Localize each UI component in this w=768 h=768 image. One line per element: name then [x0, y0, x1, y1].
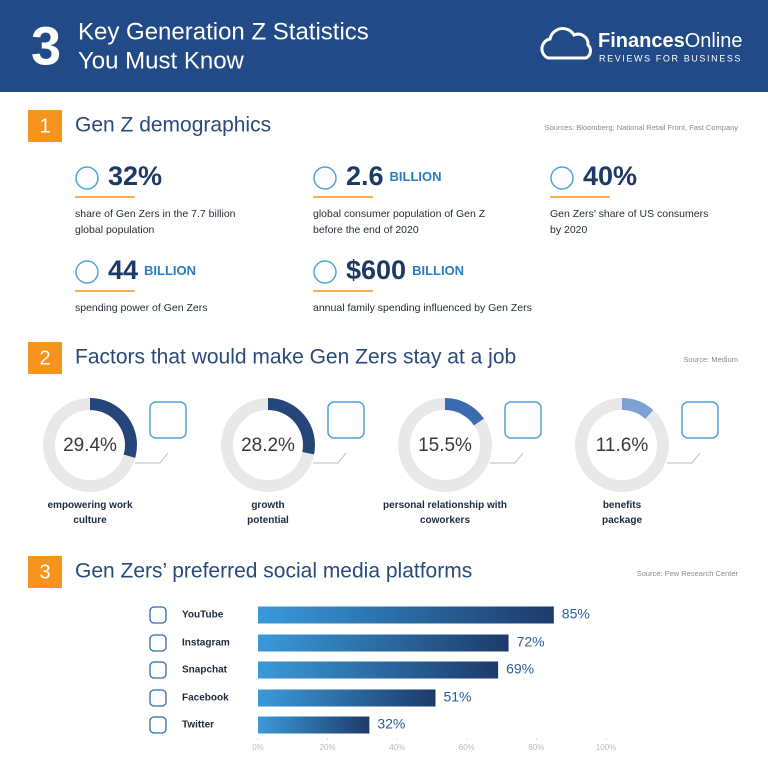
logo-icon — [540, 27, 592, 60]
section-number: 1 — [39, 115, 50, 137]
stat-description: global population — [75, 224, 155, 236]
x-tick-label: 20% — [320, 743, 336, 752]
header-title: Key Generation Z Statistics — [78, 18, 369, 45]
donut-label: 15.5% — [418, 435, 472, 456]
donut-label: 28.2% — [241, 435, 295, 456]
stat-description: Gen Zers’ share of US consumers — [550, 208, 708, 220]
stat-unit: BILLION — [144, 263, 196, 278]
donut-label: 29.4% — [63, 435, 117, 456]
stat-unit: BILLION — [390, 169, 442, 184]
donut-arc — [621, 398, 654, 420]
stat-unit: BILLION — [412, 263, 464, 278]
platform-label: Twitter — [182, 720, 214, 731]
stat-figure: 44 BILLION — [108, 255, 196, 285]
platform-icon — [149, 689, 167, 707]
factor-icon — [327, 401, 365, 439]
x-tick-label: 0% — [252, 743, 264, 752]
bar-value-label: 72% — [517, 634, 545, 650]
header-number: 3 — [31, 16, 61, 76]
stat-number: 32% — [108, 161, 162, 191]
stat-icon — [313, 260, 337, 284]
stat-figure: 2.6 BILLION — [346, 161, 442, 191]
section-title: Gen Z demographics — [75, 114, 271, 137]
header-band — [0, 0, 768, 92]
factor-icon — [681, 401, 719, 439]
platform-icon — [149, 634, 167, 652]
tagline: REVIEWS FOR BUSINESS — [599, 53, 742, 63]
section-number: 3 — [39, 561, 50, 583]
stat-figure: $600 BILLION — [346, 255, 464, 285]
stat-icon — [313, 166, 337, 190]
section-badge — [28, 110, 62, 142]
stat-icon — [75, 166, 99, 190]
x-tick-label: 80% — [528, 743, 544, 752]
stat-number: $600 — [346, 255, 406, 285]
factor-label: empowering work culture — [47, 500, 133, 526]
donut-arc — [267, 398, 315, 455]
stat-icon — [75, 260, 99, 284]
section-badge — [28, 342, 62, 374]
section-source: Source: Medium — [683, 355, 738, 364]
stat-description: global consumer population of Gen Z — [313, 208, 486, 220]
section-title: Factors that would make Gen Zers stay at… — [75, 346, 516, 369]
donut-label: 11.6% — [596, 435, 649, 456]
x-tick-label: 40% — [389, 743, 405, 752]
connector — [490, 452, 524, 464]
platform-label: Snapchat — [182, 665, 228, 676]
x-tick-label: 100% — [596, 743, 616, 752]
bar-value-label: 51% — [443, 689, 471, 705]
section-badge — [28, 556, 62, 588]
stat-description: by 2020 — [550, 224, 588, 236]
stat-number: 44 — [108, 255, 138, 285]
x-tick-label: 60% — [459, 743, 475, 752]
section-title: Gen Zers’ preferred social media platfor… — [75, 560, 472, 583]
donut-arc — [89, 398, 137, 458]
platform-icon — [149, 716, 167, 734]
bar — [258, 634, 509, 652]
brand-light: Online — [685, 30, 743, 52]
section-number: 2 — [39, 347, 50, 369]
platform-label: Instagram — [182, 638, 230, 649]
stat-description: share of Gen Zers in the 7.7 billion — [75, 208, 236, 220]
stat-description: before the end of 2020 — [313, 224, 419, 236]
stat-figure: 40% — [583, 161, 637, 191]
brand: FinancesOnline — [598, 30, 743, 52]
bar-value-label: 32% — [377, 716, 405, 732]
bar-value-label: 69% — [506, 661, 534, 677]
platform-icon — [149, 606, 167, 624]
bar — [258, 661, 499, 679]
bar — [258, 606, 554, 624]
header-title: You Must Know — [78, 47, 245, 74]
platform-label: YouTube — [182, 610, 224, 621]
bar-value-label: 85% — [562, 606, 590, 622]
connector — [667, 452, 701, 464]
section-source: Source: Pew Research Center — [637, 569, 739, 578]
factor-icon — [504, 401, 542, 439]
bar — [258, 689, 436, 707]
stat-icon — [550, 166, 574, 190]
factor-icon — [149, 401, 187, 439]
stat-number: 40% — [583, 161, 637, 191]
stat-description: spending power of Gen Zers — [75, 302, 208, 314]
factor-label: benefits package — [601, 500, 643, 526]
brand-bold: Finances — [598, 30, 685, 52]
platform-label: Facebook — [182, 693, 229, 704]
stat-description: annual family spending influenced by Gen… — [313, 302, 532, 314]
donut-arc — [444, 398, 484, 426]
platform-icon — [149, 661, 167, 679]
section-source: Sources: Bloomberg, National Retail Fron… — [545, 123, 739, 132]
stat-number: 2.6 — [346, 161, 384, 191]
stat-figure: 32% — [108, 161, 162, 191]
factor-label: personal relationship with coworkers — [383, 500, 507, 526]
bar — [258, 716, 370, 734]
connector — [135, 452, 169, 464]
factor-label: growth potential — [247, 500, 289, 526]
connector — [313, 452, 347, 464]
